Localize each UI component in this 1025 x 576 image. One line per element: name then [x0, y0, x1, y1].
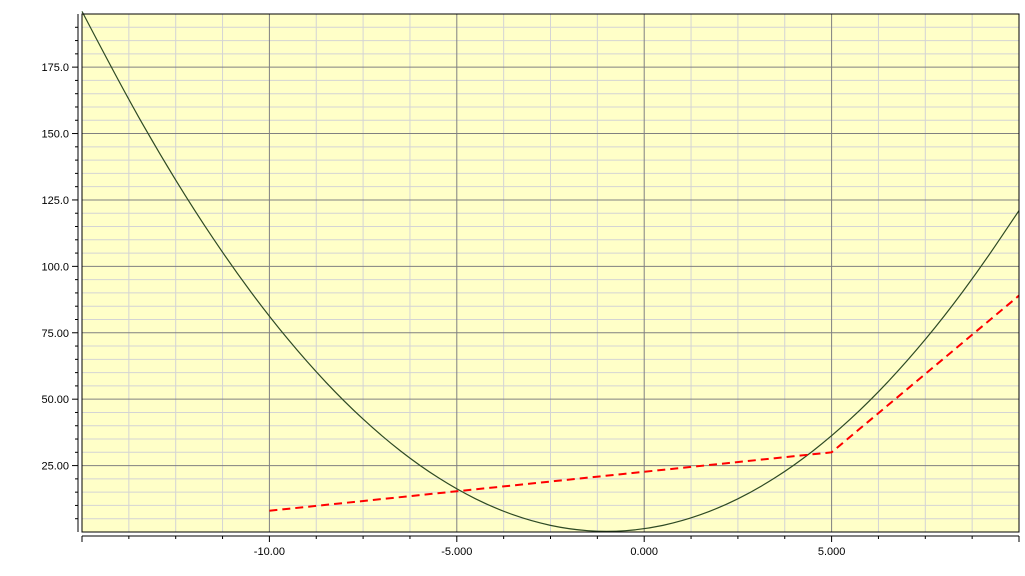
y-tick-label: 175.0	[41, 62, 69, 74]
plot-border	[81, 13, 1020, 533]
series-layer	[81, 11, 1020, 532]
x-axis-ticks: -10.00 -5.000 0.000 5.000	[81, 536, 1020, 558]
x-tick-label: -5.000	[441, 546, 472, 558]
y-tick-label: 25.00	[41, 461, 69, 473]
x-tick-label: -10.00	[254, 546, 285, 558]
series-line-0	[81, 11, 1020, 532]
x-tick-label: 0.000	[630, 546, 658, 558]
y-tick-label: 125.0	[41, 195, 69, 207]
y-tick-label: 150.0	[41, 129, 69, 141]
y-axis-ticks: 25.00 50.00 75.00 100.0 125.0 150.0 175.0	[41, 26, 78, 520]
series-line-1	[269, 294, 1020, 512]
y-tick-label: 100.0	[41, 261, 69, 273]
major-grid	[82, 14, 1019, 532]
y-tick-label: 75.00	[41, 328, 69, 340]
minor-grid	[82, 14, 1019, 532]
x-tick-label: 5.000	[818, 546, 846, 558]
y-tick-label: 50.00	[41, 394, 69, 406]
